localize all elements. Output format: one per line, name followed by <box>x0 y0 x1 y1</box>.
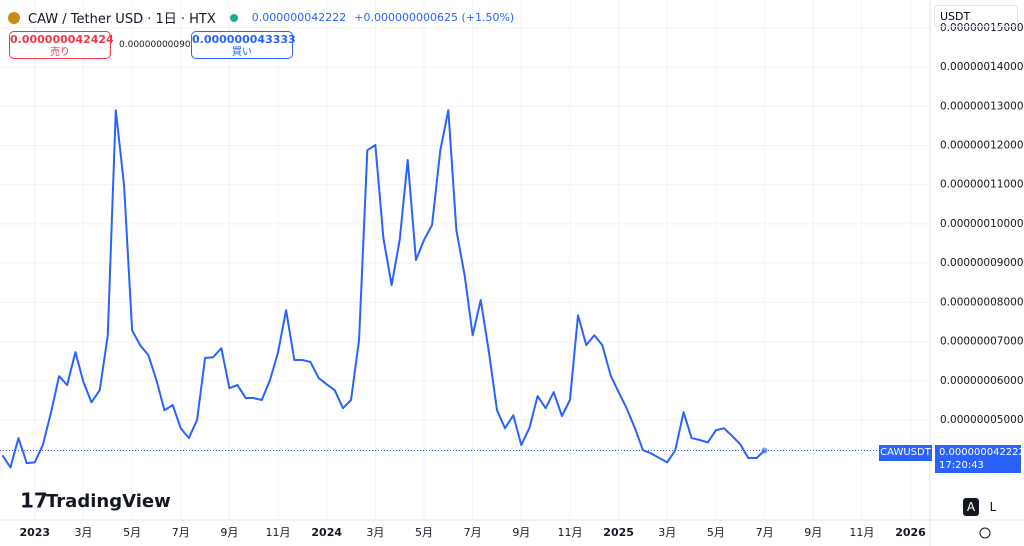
logo-mark: 𝟭𝟳 <box>20 489 48 513</box>
log-button[interactable]: L <box>989 500 997 514</box>
last-point <box>761 447 768 454</box>
x-tick-label: 2023 <box>19 526 50 539</box>
x-tick-label: 9月 <box>512 526 530 539</box>
auto-button[interactable]: A <box>963 498 979 516</box>
price-line <box>1 109 766 469</box>
x-tick-label: 11月 <box>557 526 582 539</box>
y-tick-label: 0.000000130000 <box>940 100 1024 112</box>
sell-button[interactable]: 0.000000042424 売り <box>9 31 114 59</box>
settings-icon[interactable] <box>979 527 991 539</box>
symbol[interactable]: CAW / Tether USD · 1日 · HTX <box>28 12 216 27</box>
x-tick-label: 2024 <box>311 526 342 539</box>
change: +0.000000000625 (+1.50%) <box>354 11 515 24</box>
x-tick-label: 3月 <box>366 526 384 539</box>
x-tick-label: 2025 <box>603 526 634 539</box>
y-tick-label: 0.000000080000 <box>940 296 1024 308</box>
y-tick-label: 0.000000110000 <box>940 179 1024 191</box>
logo: TradingView <box>46 491 171 512</box>
x-tick-label: 9月 <box>220 526 238 539</box>
status-dot <box>229 13 238 22</box>
y-tick-label: 0.000000100000 <box>940 218 1024 230</box>
x-tick-label: 3月 <box>74 526 92 539</box>
x-tick-label: 2026 <box>895 526 926 539</box>
symbol-label: CAWUSDT <box>879 445 932 461</box>
x-tick-label: 11月 <box>849 526 874 539</box>
x-tick-label: 11月 <box>266 526 291 539</box>
y-tick-label: 0.000000140000 <box>940 61 1024 73</box>
sell-label: 売り <box>50 47 70 58</box>
last-time: 17:20:43 <box>939 460 984 471</box>
x-tick-label: 7月 <box>172 526 190 539</box>
x-tick-label: 5月 <box>415 526 433 539</box>
header: CAW / Tether USD · 1日 · HTX 0.0000000422… <box>8 8 514 27</box>
buy-price: 0.000000043333 <box>192 33 296 46</box>
x-tick-label: 9月 <box>804 526 822 539</box>
x-tick-label: 7月 <box>756 526 774 539</box>
y-tick-label: 0.000000090000 <box>940 257 1024 269</box>
last-price-label: 0.000000042222 17:20:43 <box>935 445 1024 473</box>
y-tick-label: 0.000000120000 <box>940 139 1024 151</box>
x-tick-label: 7月 <box>464 526 482 539</box>
x-tick-label: 5月 <box>123 526 141 539</box>
last-price: 0.000000042222 <box>939 447 1024 458</box>
sell-price: 0.000000042424 <box>10 33 114 46</box>
symbol-icon <box>8 11 20 24</box>
x-tick-label: 5月 <box>707 526 725 539</box>
x-tick-label: 3月 <box>658 526 676 539</box>
buy-button[interactable]: 0.000000043333 買い <box>191 31 296 59</box>
currency-select[interactable]: USDT <box>934 5 1018 27</box>
high-label: 0.000000000909 <box>119 40 197 50</box>
buy-label: 買い <box>232 47 252 58</box>
y-tick-label: 0.000000060000 <box>940 375 1024 387</box>
y-tick-label: 0.000000070000 <box>940 336 1024 348</box>
y-tick-label: 0.000000050000 <box>940 414 1024 426</box>
y-tick-label: 0.000000150000 <box>940 22 1024 34</box>
price: 0.000000042222 <box>251 11 347 24</box>
